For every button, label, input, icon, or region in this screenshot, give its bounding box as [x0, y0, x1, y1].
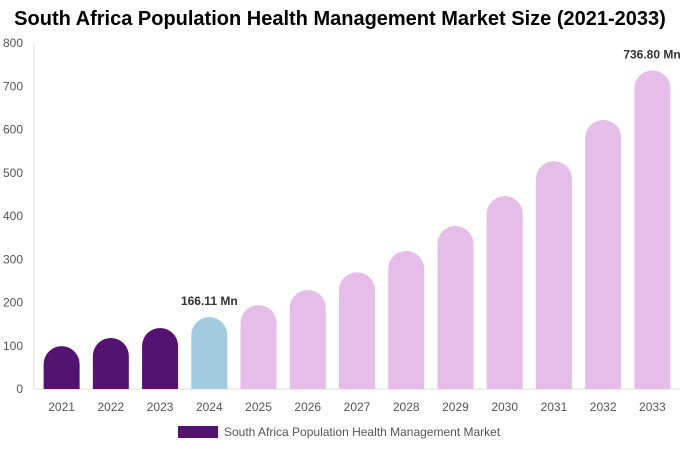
y-tick-label: 400	[3, 209, 23, 223]
x-tick-label: 2024	[196, 400, 223, 414]
bar-2032	[585, 119, 622, 390]
y-tick-label: 800	[3, 36, 23, 50]
legend: South Africa Population Health Managemen…	[178, 425, 500, 439]
y-tick-label: 500	[3, 166, 23, 180]
x-tick-label: 2022	[97, 400, 124, 414]
bar-2031	[535, 161, 572, 389]
y-tick-label: 100	[3, 339, 23, 353]
x-tick-label: 2032	[590, 400, 617, 414]
bar-2024	[191, 317, 228, 389]
legend-swatch	[178, 426, 218, 438]
bar-2021	[43, 346, 80, 389]
x-tick-label: 2023	[147, 400, 174, 414]
x-tick-label: 2027	[344, 400, 371, 414]
legend-label: South Africa Population Health Managemen…	[224, 425, 501, 439]
bar-2022	[92, 337, 129, 389]
data-label: 166.11 Mn	[181, 294, 238, 308]
bar-2030	[486, 196, 523, 389]
x-tick-label: 2026	[294, 400, 321, 414]
x-tick-label: 2033	[639, 400, 666, 414]
bar-2033	[634, 70, 671, 390]
y-tick-label: 600	[3, 123, 23, 137]
x-tick-label: 2030	[491, 400, 518, 414]
y-tick-label: 200	[3, 296, 23, 310]
x-tick-label: 2028	[393, 400, 420, 414]
x-tick-label: 2031	[541, 400, 568, 414]
bar-2028	[388, 251, 425, 389]
bar-2026	[289, 289, 326, 389]
chart-title: South Africa Population Health Managemen…	[14, 8, 666, 30]
bar-2029	[437, 225, 474, 389]
x-tick-label: 2025	[245, 400, 272, 414]
x-tick-label: 2029	[442, 400, 469, 414]
y-tick-label: 0	[16, 382, 23, 396]
bar-2023	[142, 328, 179, 389]
data-label: 736.80 Mn	[623, 47, 680, 61]
y-tick-label: 300	[3, 252, 23, 266]
bar-2025	[240, 305, 277, 389]
y-tick-label: 700	[3, 79, 23, 93]
x-tick-label: 2021	[48, 400, 75, 414]
bar-2027	[339, 272, 375, 389]
